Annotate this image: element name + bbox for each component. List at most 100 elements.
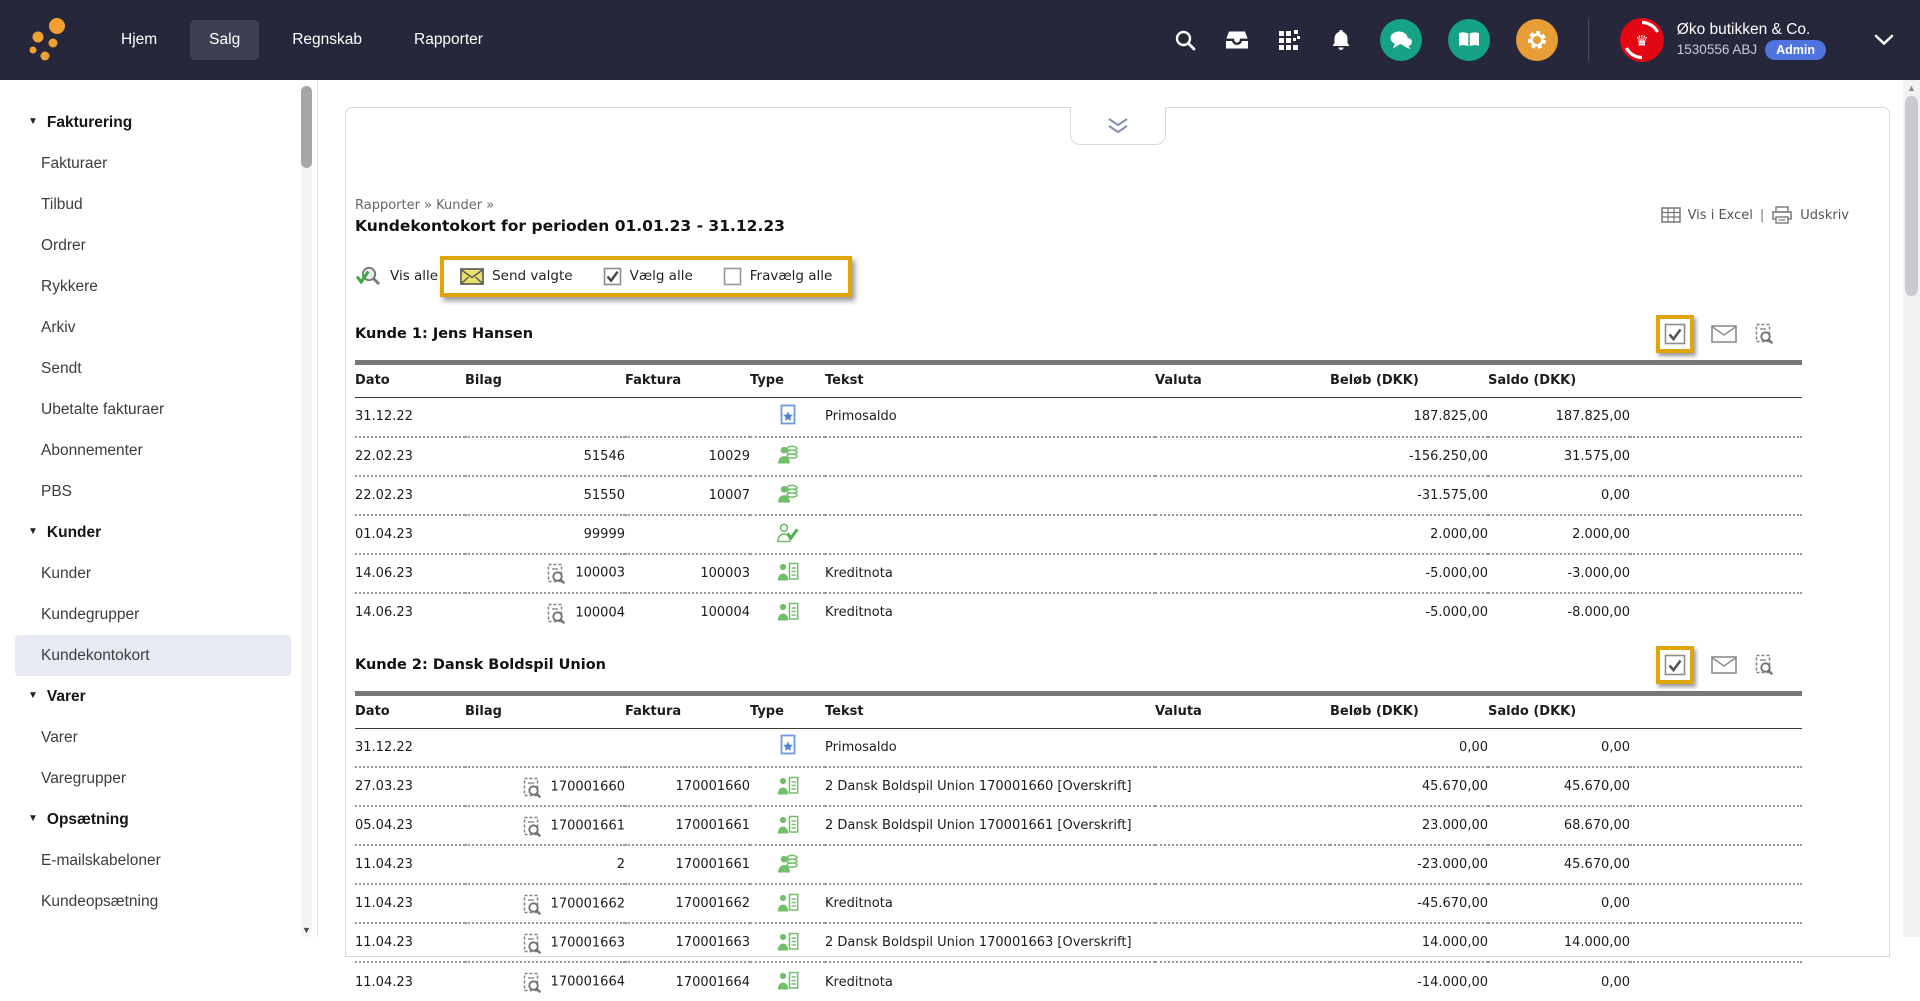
cell-bilag[interactable]: 51550	[465, 476, 625, 515]
main-scrollbar-thumb[interactable]	[1905, 96, 1918, 296]
cell-spacer	[1630, 554, 1802, 593]
cell-faktura[interactable]: 170001661	[625, 845, 750, 884]
nav-item-rapporter[interactable]: Rapporter	[395, 20, 502, 60]
view-statement-icon[interactable]	[1754, 323, 1774, 345]
sidebar-item-abonnementer[interactable]: Abonnementer	[15, 430, 291, 471]
cell-faktura[interactable]: 170001661	[625, 806, 750, 845]
cell-faktura[interactable]: 10007	[625, 476, 750, 515]
notifications-bell-icon[interactable]	[1328, 27, 1354, 53]
nav-item-hjem[interactable]: Hjem	[102, 20, 176, 60]
sidebar-item-ordrer[interactable]: Ordrer	[15, 225, 291, 266]
sidebar-item-varer[interactable]: Varer	[15, 717, 291, 758]
email-customer-icon[interactable]	[1711, 656, 1737, 674]
cell-faktura[interactable]: 170001660	[625, 767, 750, 806]
select-customer-checkbox[interactable]	[1656, 646, 1694, 684]
cell-bilag[interactable]: 170001661	[465, 806, 625, 845]
cell-belob: -23.000,00	[1330, 845, 1488, 884]
send-valgte-button[interactable]: Send valgte	[460, 268, 572, 285]
sidebar-item-kunder[interactable]: Kunder	[15, 553, 291, 594]
chevron-down-icon[interactable]	[1874, 34, 1894, 46]
vis-i-excel-button[interactable]: Vis i Excel	[1661, 207, 1753, 223]
cell-faktura[interactable]: 170001663	[625, 923, 750, 962]
sidebar-item-fakturaer[interactable]: Fakturaer	[15, 143, 291, 184]
sidebar-section-kunder[interactable]: ▼Kunder	[0, 512, 317, 553]
sidebar-item-rykkere[interactable]: Rykkere	[15, 266, 291, 307]
company-avatar: ♛	[1619, 17, 1665, 63]
doc-search-icon[interactable]	[522, 972, 542, 994]
cell-bilag[interactable]: 2	[465, 845, 625, 884]
sidebar-item-pbs[interactable]: PBS	[15, 471, 291, 512]
select-customer-checkbox[interactable]	[1656, 315, 1694, 353]
doc-search-icon[interactable]	[522, 894, 542, 916]
sidebar-section-fakturering[interactable]: ▼Fakturering	[0, 102, 317, 143]
fravaelg-alle-button[interactable]: Fravælg alle	[723, 267, 833, 286]
settings-gear-icon[interactable]	[1516, 19, 1558, 61]
email-customer-icon[interactable]	[1711, 325, 1737, 343]
scroll-up-icon[interactable]: ▲	[1903, 83, 1920, 93]
sidebar-item-ubetalte-fakturaer[interactable]: Ubetalte fakturaer	[15, 389, 291, 430]
nav-item-regnskab[interactable]: Regnskab	[273, 20, 381, 60]
collapse-triangle-icon: ▼	[28, 690, 38, 701]
company-menu[interactable]: ♛ Øko butikken & Co. 1530556 ABJ Admin	[1619, 17, 1826, 63]
cell-belob: 45.670,00	[1330, 767, 1488, 806]
cell-spacer	[1630, 884, 1802, 923]
col-header-type: Type	[750, 365, 825, 398]
cell-valuta	[1155, 884, 1330, 923]
cell-bilag[interactable]: 170001660	[465, 767, 625, 806]
sidebar-item-sendt[interactable]: Sendt	[15, 348, 291, 389]
sidebar-item-kundekontokort[interactable]: Kundekontokort	[15, 635, 291, 676]
col-header-bilag: Bilag	[465, 696, 625, 729]
sidebar-scrollbar-thumb[interactable]	[301, 86, 312, 168]
type-icon-payment	[777, 852, 799, 874]
cell-faktura[interactable]: 170001662	[625, 884, 750, 923]
main-scrollbar[interactable]: ▲	[1903, 80, 1920, 937]
cell-spacer	[1630, 767, 1802, 806]
expand-filters-tab[interactable]	[1070, 107, 1166, 145]
app-logo[interactable]	[26, 15, 68, 65]
type-icon-payment	[777, 443, 799, 465]
vaelg-alle-button[interactable]: Vælg alle	[603, 267, 693, 286]
breadcrumb[interactable]: Rapporter » Kunder »	[355, 198, 785, 213]
vis-alle-button[interactable]: Vis alle	[355, 265, 448, 288]
doc-search-icon[interactable]	[522, 933, 542, 955]
company-account: 1530556 ABJ	[1677, 41, 1757, 59]
chat-icon[interactable]	[1380, 19, 1422, 61]
sidebar-item-kundegrupper[interactable]: Kundegrupper	[15, 594, 291, 635]
cell-faktura[interactable]: 100003	[625, 554, 750, 593]
doc-search-icon[interactable]	[522, 777, 542, 799]
apps-grid-icon[interactable]	[1276, 27, 1302, 53]
doc-search-icon[interactable]	[546, 603, 566, 625]
udskriv-button[interactable]: Udskriv	[1771, 206, 1849, 224]
sidebar-item-arkiv[interactable]: Arkiv	[15, 307, 291, 348]
search-icon[interactable]	[1172, 27, 1198, 53]
sidebar-item-varegrupper[interactable]: Varegrupper	[15, 758, 291, 799]
cell-spacer	[1630, 962, 1802, 1001]
nav-item-salg[interactable]: Salg	[190, 20, 259, 60]
cell-bilag[interactable]: 99999	[465, 515, 625, 554]
cell-bilag[interactable]: 170001662	[465, 884, 625, 923]
cell-bilag[interactable]: 100004	[465, 593, 625, 632]
view-statement-icon[interactable]	[1754, 654, 1774, 676]
sidebar-scrollbar[interactable]: ▼	[301, 86, 312, 937]
cell-bilag[interactable]: 170001663	[465, 923, 625, 962]
sidebar-section-varer[interactable]: ▼Varer	[0, 676, 317, 717]
cell-faktura[interactable]: 100004	[625, 593, 750, 632]
doc-search-icon[interactable]	[522, 816, 542, 838]
cell-type	[750, 554, 825, 593]
cell-bilag[interactable]: 51546	[465, 437, 625, 476]
sidebar-item-kundeopsætning[interactable]: Kundeopsætning	[15, 881, 291, 922]
sidebar-scroll-down-icon[interactable]: ▼	[301, 925, 312, 935]
sidebar-item-e-mailskabeloner[interactable]: E-mailskabeloner	[15, 840, 291, 881]
cell-bilag[interactable]: 170001664	[465, 962, 625, 1001]
help-book-icon[interactable]	[1448, 19, 1490, 61]
cell-type	[750, 476, 825, 515]
cell-faktura[interactable]: 170001664	[625, 962, 750, 1001]
cell-faktura[interactable]: 10029	[625, 437, 750, 476]
inbox-icon[interactable]	[1224, 27, 1250, 53]
sidebar-item-tilbud[interactable]: Tilbud	[15, 184, 291, 225]
cell-spacer	[1630, 923, 1802, 962]
cell-bilag[interactable]: 100003	[465, 554, 625, 593]
sidebar-section-opsætning[interactable]: ▼Opsætning	[0, 799, 317, 840]
doc-search-icon[interactable]	[546, 563, 566, 585]
